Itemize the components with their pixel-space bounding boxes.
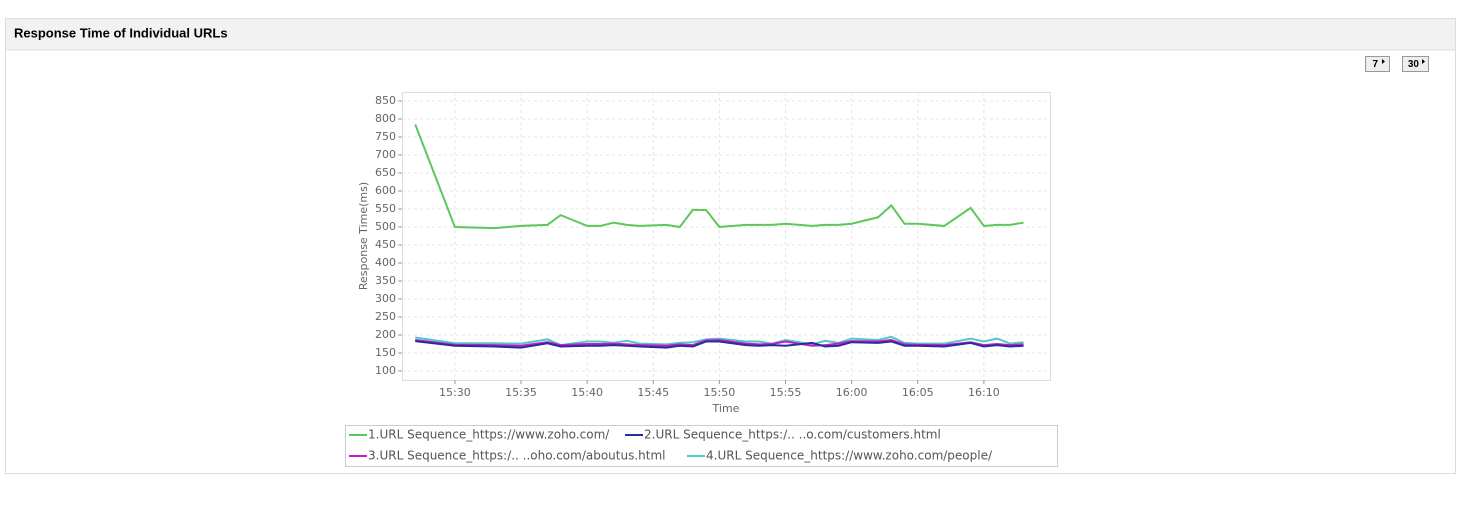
button[interactable]: 7 bbox=[1365, 56, 1390, 72]
y-tick-label: 200 bbox=[375, 328, 396, 341]
y-tick-label: 750 bbox=[375, 130, 396, 143]
y-tick-label: 450 bbox=[375, 238, 396, 251]
legend-label: 4.URL Sequence_https://www.zoho.com/peop… bbox=[706, 449, 993, 463]
series-line bbox=[415, 340, 1024, 349]
x-tick-label: 15:55 bbox=[770, 386, 802, 399]
x-tick-label: 16:10 bbox=[968, 386, 1000, 399]
button-label[interactable]: 7 bbox=[1372, 59, 1378, 70]
y-tick-label: 150 bbox=[375, 346, 396, 359]
button-arrow[interactable] bbox=[1382, 59, 1385, 64]
y-tick-label: 250 bbox=[375, 310, 396, 323]
y-tick-label: 300 bbox=[375, 292, 396, 305]
panel-title: Response Time of Individual URLs bbox=[14, 25, 228, 40]
y-tick-label: 500 bbox=[375, 220, 396, 233]
x-tick-label: 16:00 bbox=[836, 386, 868, 399]
legend-label: 3.URL Sequence_https:/.. ..oho.com/about… bbox=[368, 449, 666, 463]
y-tick-label: 650 bbox=[375, 166, 396, 179]
panel-header bbox=[6, 19, 1455, 50]
y-tick-label: 550 bbox=[375, 202, 396, 215]
x-tick-label: 15:30 bbox=[439, 386, 471, 399]
legend-label: 1.URL Sequence_https://www.zoho.com/ bbox=[368, 428, 610, 442]
x-tick-label: 15:50 bbox=[704, 386, 736, 399]
y-tick-label: 400 bbox=[375, 256, 396, 269]
y-tick-label: 800 bbox=[375, 112, 396, 125]
button-label[interactable]: 30 bbox=[1408, 59, 1420, 70]
y-tick-label: 700 bbox=[375, 148, 396, 161]
x-tick-label: 15:35 bbox=[505, 386, 537, 399]
plot-area bbox=[402, 92, 1051, 381]
x-axis-label: Time bbox=[712, 402, 740, 415]
x-tick-label: 15:40 bbox=[571, 386, 603, 399]
series-line bbox=[414, 124, 1024, 230]
button[interactable]: 30 bbox=[1402, 56, 1429, 72]
legend-label: 2.URL Sequence_https:/.. ..o.com/custome… bbox=[644, 428, 941, 442]
y-tick-label: 350 bbox=[375, 274, 396, 287]
y-tick-label: 600 bbox=[375, 184, 396, 197]
y-tick-label: 850 bbox=[375, 94, 396, 107]
y-axis-label: Response Time(ms) bbox=[357, 182, 370, 290]
series-line bbox=[415, 339, 1024, 347]
series-line bbox=[415, 335, 1024, 347]
y-tick-label: 100 bbox=[375, 364, 396, 377]
button-arrow[interactable] bbox=[1422, 59, 1425, 64]
legend bbox=[345, 425, 1058, 467]
x-tick-label: 16:05 bbox=[902, 386, 934, 399]
x-tick-label: 15:45 bbox=[637, 386, 669, 399]
